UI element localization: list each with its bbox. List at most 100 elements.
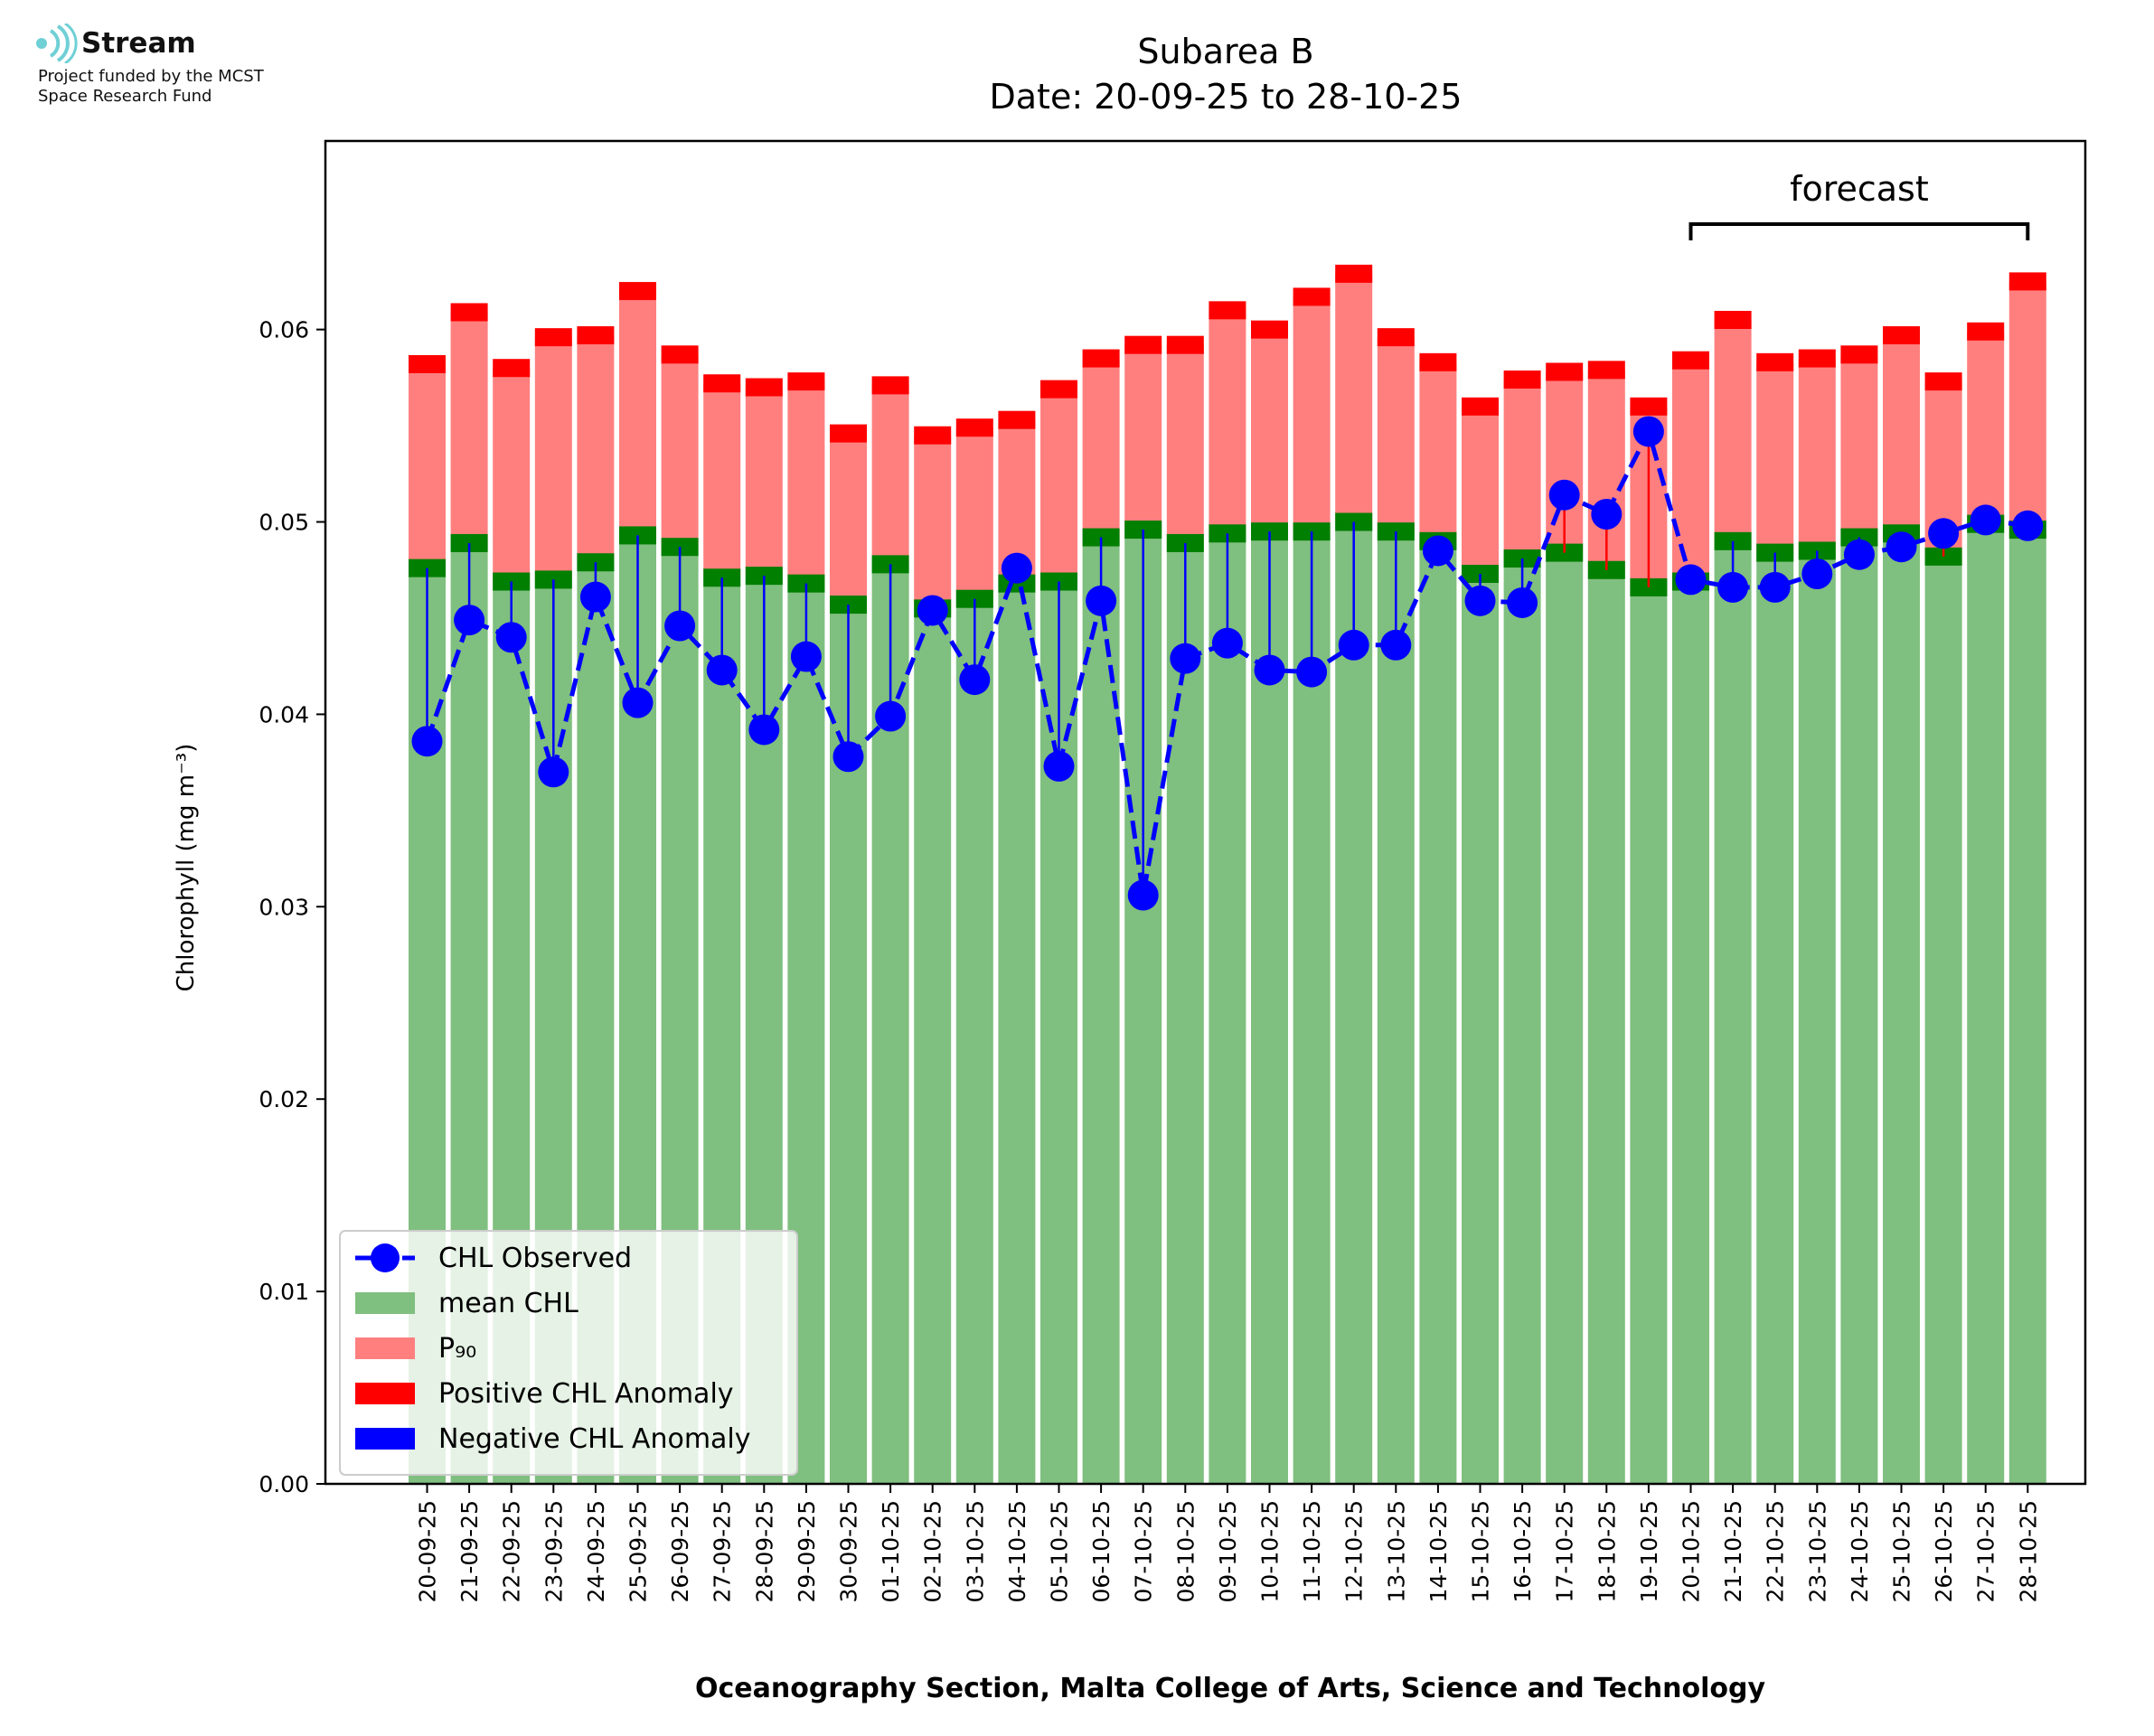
observed-point [1296, 656, 1328, 688]
x-tick-label: 12-10-25 [1341, 1500, 1368, 1602]
p90-cap [1377, 328, 1415, 347]
p90-bar [1419, 361, 1457, 541]
observed-point [832, 741, 864, 773]
x-tick-label: 01-10-25 [878, 1500, 904, 1602]
observed-point [706, 654, 738, 686]
observed-point [1507, 586, 1538, 618]
y-axis-label: Chlorophyll (mg m⁻³) [173, 744, 200, 992]
observed-point [1886, 531, 1917, 563]
x-tick-label: 28-10-25 [2015, 1500, 2041, 1602]
mean-bar [1967, 523, 2005, 1485]
p90-cap [955, 418, 993, 437]
legend-label: Negative CHL Anomaly [438, 1423, 751, 1455]
mean-bar [2008, 530, 2046, 1484]
p90-bar [1503, 379, 1541, 558]
p90-cap [1798, 349, 1836, 368]
p90-bar [1798, 358, 1836, 551]
mean-bar [914, 608, 952, 1484]
chart-subtitle: Date: 20-09-25 to 28-10-25 [990, 77, 1463, 117]
observed-point [1675, 564, 1707, 596]
p90-cap [1630, 397, 1668, 416]
x-tick-label: 16-10-25 [1510, 1500, 1536, 1602]
observed-point [1170, 643, 1201, 674]
p90-bar [2008, 281, 2046, 530]
observed-point [1548, 479, 1580, 511]
mean-bar [1714, 540, 1752, 1484]
x-axis-label: Oceanography Section, Malta College of A… [695, 1673, 1766, 1704]
x-tick-label: 28-09-25 [751, 1500, 777, 1602]
p90-cap [1672, 351, 1709, 370]
p90-cap [745, 378, 783, 397]
mean-bar [1462, 574, 1499, 1484]
p90-cap [1209, 301, 1246, 320]
p90-cap [1040, 380, 1077, 399]
forecast-label: forecast [1790, 169, 1929, 209]
observed-line-group [411, 416, 2044, 911]
x-tick-label: 06-10-25 [1088, 1500, 1115, 1602]
observed-point [1422, 535, 1453, 567]
p90-bar [703, 383, 741, 578]
x-tick-label: 27-09-25 [710, 1500, 736, 1602]
x-tick-label: 25-10-25 [1889, 1500, 1915, 1602]
chart-title: Subarea B [1137, 32, 1313, 71]
x-tick-label: 20-09-25 [415, 1500, 441, 1602]
observed-point [1759, 571, 1791, 603]
logo-subtitle-line1: Project funded by the MCST [38, 67, 264, 86]
y-tick-label: 0.03 [259, 894, 309, 920]
observed-point [1717, 571, 1749, 603]
x-tick-label: 27-10-25 [1973, 1500, 1999, 1602]
p90-cap [1587, 361, 1625, 380]
observed-point [579, 581, 611, 613]
p90-cap [703, 374, 741, 393]
p90-bar [830, 433, 867, 605]
p90-cap [1924, 372, 1962, 391]
x-tick-label: 17-10-25 [1552, 1500, 1578, 1602]
p90-bar [871, 385, 909, 565]
x-tick-label: 08-10-25 [1172, 1500, 1199, 1602]
p90-bar [1335, 273, 1373, 522]
x-tick-label: 07-10-25 [1131, 1500, 1157, 1602]
observed-point [1127, 879, 1159, 911]
p90-bar [1756, 361, 1794, 553]
p90-cap [871, 376, 909, 395]
p90-cap [1503, 370, 1541, 389]
x-tick-label: 24-10-25 [1847, 1500, 1873, 1602]
p90-cap [1124, 335, 1162, 354]
observed-point [1338, 629, 1369, 661]
p90-cap [1714, 310, 1752, 329]
observed-point [1211, 627, 1243, 659]
x-tick-label: 20-10-25 [1679, 1500, 1705, 1602]
observed-point [1001, 552, 1032, 584]
p90-bar [787, 381, 825, 584]
legend-label: mean CHL [438, 1288, 578, 1319]
p90-bar [745, 387, 783, 577]
x-tick-label: 29-09-25 [794, 1500, 820, 1602]
observed-point [748, 714, 780, 746]
x-tick-label: 26-10-25 [1931, 1500, 1957, 1602]
forecast-annotation: forecast [1688, 169, 2030, 240]
p90-cap [1251, 320, 1288, 339]
legend-label: P₉₀ [438, 1333, 476, 1365]
p90-cap [1756, 352, 1794, 371]
observed-point [1591, 499, 1623, 530]
p90-cap [1840, 345, 1878, 364]
p90-cap [577, 326, 615, 345]
logo-name: Stream [81, 27, 196, 60]
mean-bar [1924, 556, 1962, 1484]
x-tick-label: 15-10-25 [1468, 1500, 1494, 1602]
x-tick-label: 25-09-25 [626, 1500, 652, 1602]
p90-bar [409, 363, 446, 568]
p90-cap [1166, 335, 1204, 354]
y-tick-label: 0.04 [259, 701, 309, 727]
p90-bar [1967, 331, 2005, 524]
p90-bar [534, 337, 572, 580]
p90-bar [619, 291, 656, 536]
legend-label: CHL Observed [438, 1243, 632, 1274]
legend-marker-swatch [371, 1243, 400, 1272]
mean-bar [1587, 569, 1625, 1484]
logo-subtitle-line2: Space Research Fund [38, 87, 212, 106]
p90-cap [534, 328, 572, 347]
p90-cap [409, 354, 446, 373]
mean-bar [998, 583, 1036, 1484]
p90-cap [2008, 272, 2046, 291]
